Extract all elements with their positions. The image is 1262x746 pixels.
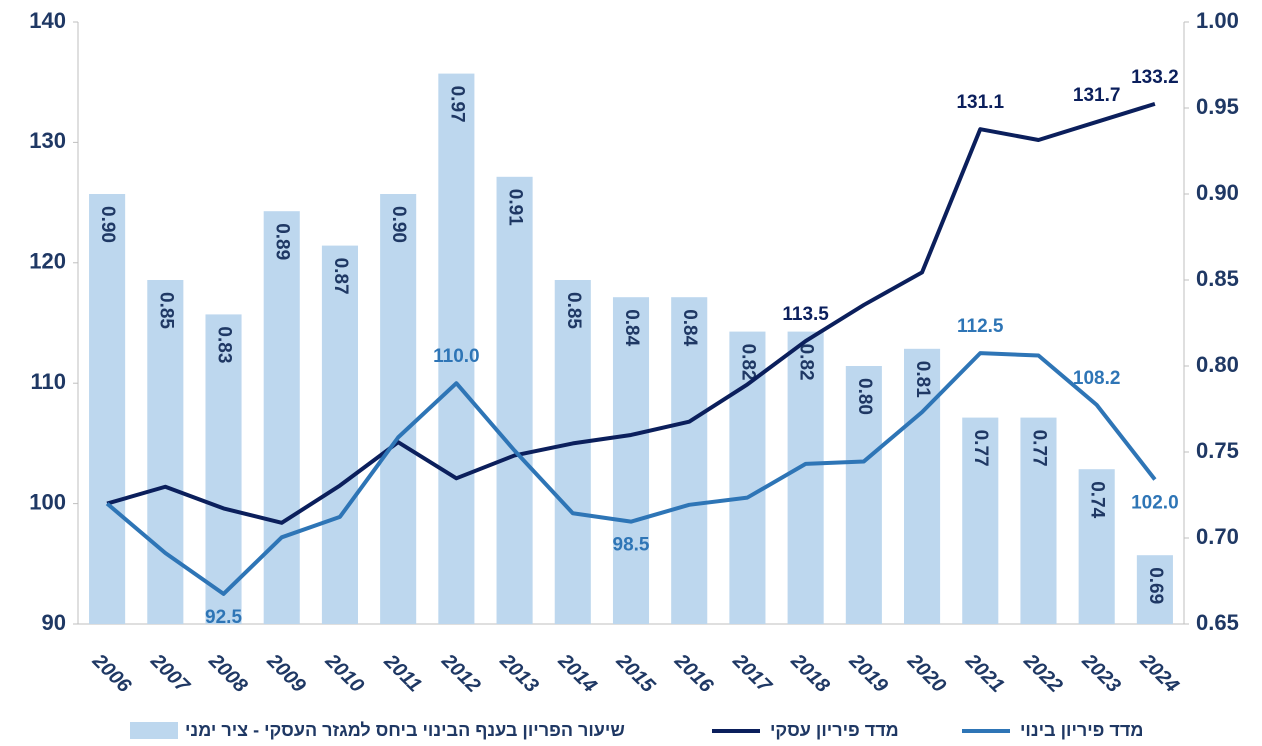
bar xyxy=(89,194,126,624)
bar xyxy=(496,176,533,625)
line-value-label: 131.1 xyxy=(956,92,1004,113)
y2-tick-label: 0.90 xyxy=(1196,180,1239,205)
x-tick-label: 2012 xyxy=(437,649,485,697)
bar-value-label: 0.77 xyxy=(1028,430,1049,467)
x-tick-label: 2022 xyxy=(1019,649,1067,697)
bar-value-label: 0.74 xyxy=(1087,481,1108,518)
y2-tick-label: 0.85 xyxy=(1196,266,1239,291)
bar-value-label: 0.90 xyxy=(388,206,409,243)
y2-tick-label: 0.80 xyxy=(1196,352,1239,377)
bar-value-label: 0.82 xyxy=(737,344,758,381)
line xyxy=(106,101,1156,525)
line-value-label: 98.5 xyxy=(613,535,650,556)
legend-label: מדד פיריון עסקי xyxy=(770,720,899,740)
bar-value-label: 0.90 xyxy=(97,206,118,243)
y-tick-label: 100 xyxy=(29,489,66,514)
x-tick-label: 2024 xyxy=(1135,649,1183,697)
bar-value-label: 0.83 xyxy=(214,326,235,363)
legend-label: שיעור הפריון בענף הבינוי ביחס למגזר העסק… xyxy=(185,720,625,740)
x-tick-label: 2011 xyxy=(379,650,426,697)
bar xyxy=(1136,555,1173,624)
bar xyxy=(380,194,417,624)
x-tick-label: 2010 xyxy=(320,649,368,697)
line-value-label: 108.2 xyxy=(1073,368,1121,389)
y-tick-label: 110 xyxy=(31,369,67,394)
bar-value-label: 0.80 xyxy=(854,378,875,415)
x-tick-label: 2015 xyxy=(611,649,659,697)
bar xyxy=(554,280,591,624)
y-tick-label: 120 xyxy=(29,249,66,274)
x-tick-label: 2017 xyxy=(728,649,776,697)
line-value-label: 131.7 xyxy=(1073,85,1121,106)
bar xyxy=(671,297,708,624)
bar-value-label: 0.89 xyxy=(272,223,293,260)
bar xyxy=(1078,469,1115,624)
bar-value-label: 0.84 xyxy=(679,309,700,346)
x-tick-label: 2018 xyxy=(786,649,834,697)
bar-value-label: 0.82 xyxy=(796,344,817,381)
x-tick-label: 2014 xyxy=(553,649,601,697)
bar xyxy=(845,366,882,624)
y2-tick-label: 0.95 xyxy=(1196,94,1239,119)
x-tick-label: 2016 xyxy=(670,649,718,697)
bar xyxy=(205,314,242,624)
bar-value-label: 0.84 xyxy=(621,309,642,346)
bar-value-label: 0.85 xyxy=(155,292,176,329)
line xyxy=(105,351,1157,596)
bar xyxy=(612,297,650,624)
line-value-label: 110.0 xyxy=(433,346,480,367)
line-value-label: 92.5 xyxy=(205,607,242,628)
line-value-label: 102.0 xyxy=(1131,493,1179,514)
bar-value-label: 0.81 xyxy=(912,361,933,398)
y2-tick-label: 0.75 xyxy=(1196,438,1239,463)
bar-value-label: 0.77 xyxy=(970,430,991,467)
bar-value-label: 0.97 xyxy=(446,86,467,123)
y-tick-label: 130 xyxy=(29,128,66,153)
bar xyxy=(904,348,941,624)
bar xyxy=(787,331,824,624)
x-tick-label: 2009 xyxy=(262,649,310,697)
line-value-label: 133.2 xyxy=(1131,67,1179,88)
bar xyxy=(438,73,475,625)
y2-tick-label: 0.65 xyxy=(1196,610,1239,635)
x-tick-label: 2006 xyxy=(87,649,135,697)
x-tick-label: 2013 xyxy=(495,649,543,697)
x-tick-label: 2023 xyxy=(1077,649,1125,697)
x-tick-label: 2020 xyxy=(902,649,950,697)
bar-value-label: 0.91 xyxy=(505,189,526,226)
x-tick-label: 2007 xyxy=(146,649,194,697)
legend-swatch xyxy=(130,722,178,739)
line-value-label: 113.5 xyxy=(782,304,829,325)
x-tick-label: 2008 xyxy=(204,649,252,697)
bar xyxy=(263,211,300,624)
bar xyxy=(147,280,184,624)
bar xyxy=(321,245,358,624)
y-tick-label: 90 xyxy=(42,610,66,635)
y2-tick-label: 1.00 xyxy=(1196,8,1239,33)
bar-value-label: 0.87 xyxy=(330,258,351,295)
bar-value-label: 0.69 xyxy=(1145,567,1166,604)
y2-tick-label: 0.70 xyxy=(1196,524,1239,549)
legend-label: מדד פיריון בינוי xyxy=(1020,720,1143,740)
bar-value-label: 0.85 xyxy=(563,292,584,329)
bar xyxy=(729,331,766,624)
line-value-label: 112.5 xyxy=(957,316,1004,337)
bar xyxy=(1020,417,1057,624)
bar xyxy=(962,417,999,624)
y-tick-label: 140 xyxy=(29,8,66,33)
x-tick-label: 2019 xyxy=(844,649,892,697)
x-tick-label: 2021 xyxy=(961,649,1009,697)
